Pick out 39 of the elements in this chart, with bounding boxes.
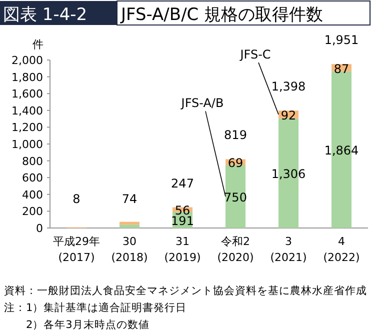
total-label: 8	[72, 192, 80, 206]
y-tick-label: 800	[22, 154, 43, 168]
data-label: 191	[171, 214, 194, 228]
y-tick-label: 1,400	[12, 104, 43, 118]
y-tick-label: 1,200	[12, 121, 43, 134]
data-label: 69	[228, 156, 244, 170]
total-label: 74	[122, 192, 138, 206]
y-tick-label: 1,000	[12, 138, 43, 151]
data-label: 1,864	[324, 144, 359, 158]
bar	[120, 224, 140, 228]
data-label: 1,306	[271, 167, 306, 182]
y-tick-label: 0	[36, 222, 43, 235]
x-tick-label: 31 (2019)	[164, 235, 201, 264]
chart-subtitle: JFS-A/B/C 規格の取得件数	[120, 5, 324, 25]
y-tick-label: 1,600	[12, 88, 43, 101]
total-label: 819	[224, 128, 247, 142]
y-tick-label: 1,800	[12, 70, 43, 84]
y-tick-label: 2,000	[12, 54, 43, 67]
x-tick-label: 3 (2021)	[270, 235, 307, 264]
text: 資料：一般財団法人食品安全マネジメント協会資料を基に農林水産省作成	[4, 284, 367, 297]
y-tick-label: 200	[22, 205, 43, 218]
data-label: 92	[280, 108, 296, 122]
total-label: 1,398	[271, 80, 306, 94]
text: JFS-A/B	[180, 96, 224, 110]
x-tick-label: 30 (2018)	[111, 235, 148, 264]
text: JFS-C	[239, 48, 271, 62]
x-tick-label: 平成29年 (2017)	[53, 235, 100, 264]
y-tick-label: 400	[22, 188, 43, 202]
text: 2）各年3月末時点の数値	[4, 318, 150, 331]
chart-title: 図表 1-4-2	[3, 5, 88, 25]
x-tick-label: 令和2 (2020)	[217, 235, 254, 264]
text: 注：1）集計基準は適合証明書発行日	[4, 301, 187, 314]
y-tick-label: 600	[22, 172, 43, 185]
total-label: 1,951	[324, 33, 359, 48]
x-tick-label: 4 (2022)	[323, 235, 360, 264]
data-label: 750	[224, 190, 247, 204]
y-axis-title: 件	[32, 38, 44, 51]
data-label: 87	[334, 62, 350, 76]
total-label: 247	[171, 176, 194, 190]
